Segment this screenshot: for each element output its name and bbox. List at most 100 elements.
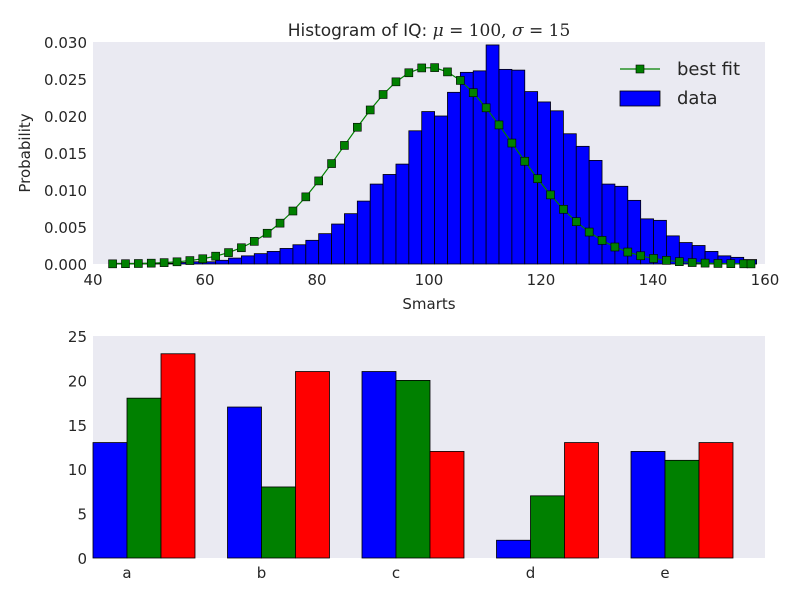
best-fit-marker [456, 76, 465, 85]
grouped-y-ticks: 0 5 10 15 20 25 [68, 328, 87, 568]
best-fit-curve [108, 63, 756, 269]
x-tick-label: 140 [639, 271, 668, 289]
y-tick-label: 0.025 [44, 71, 87, 89]
x-tick-label: 40 [83, 271, 102, 289]
histogram-legend: best fit data [619, 59, 740, 109]
x-tick-label: 80 [307, 271, 326, 289]
y-tick-label: 0.015 [44, 145, 87, 163]
best-fit-marker [262, 228, 272, 238]
histogram-x-axis-label: Smarts [402, 295, 455, 313]
best-fit-marker [533, 174, 542, 184]
grouped-bar [92, 442, 128, 559]
grouped-bar [530, 495, 565, 559]
histogram-title-prefix: Histogram of IQ: [288, 21, 433, 41]
grouped-bar [227, 406, 262, 559]
y-tick-label: 0.030 [44, 34, 87, 52]
best-fit-marker [185, 256, 195, 265]
grouped-bar [630, 451, 666, 559]
best-fit-marker [559, 204, 568, 214]
best-fit-marker [146, 258, 156, 268]
histogram-bar [331, 223, 345, 265]
best-fit-marker [314, 176, 323, 186]
best-fit-marker [700, 258, 710, 268]
best-fit-marker [327, 159, 336, 168]
best-fit-marker [159, 258, 169, 267]
x-tick-label: 60 [195, 271, 214, 289]
grouped-bar [261, 486, 296, 559]
best-fit-marker [237, 243, 246, 253]
best-fit-marker [675, 257, 684, 266]
best-fit-marker [275, 218, 285, 228]
best-fit-marker [443, 67, 452, 77]
histogram-title-mu: μ [433, 21, 444, 41]
best-fit-marker [404, 68, 414, 78]
histogram-bar [447, 91, 461, 265]
best-fit-marker [301, 192, 311, 202]
best-fit-marker [571, 217, 581, 226]
best-fit-marker [340, 141, 349, 150]
best-fit-marker [172, 257, 182, 267]
histogram-bar [279, 248, 294, 265]
best-fit-marker [610, 242, 620, 252]
y-tick-label: 0.000 [44, 256, 87, 274]
histogram-x-ticks: 40 60 80 100 120 140 160 [83, 271, 779, 289]
best-fit-marker [134, 259, 143, 268]
best-fit-marker [224, 248, 233, 257]
category-label: c [392, 564, 400, 582]
histogram-bar [356, 200, 371, 265]
grouped-bar [361, 371, 397, 559]
histogram-bar [408, 130, 423, 265]
grouped-bar [664, 459, 700, 559]
y-tick-label: 0.010 [44, 182, 87, 200]
y-tick-label: 20 [68, 372, 87, 390]
best-fit-marker [713, 259, 723, 268]
best-fit-marker [746, 259, 756, 269]
category-label: d [526, 564, 536, 582]
grouped-bar [126, 397, 162, 559]
x-tick-label: 160 [751, 271, 780, 289]
grouped-bar [698, 442, 734, 559]
grouped-bar [564, 442, 599, 559]
best-fit-marker [249, 237, 259, 246]
best-fit-marker [597, 236, 607, 245]
grouped-bar-chart: 0 5 10 15 20 25 a b c d e [68, 328, 765, 582]
best-fit-marker [649, 254, 658, 263]
histogram-title-sigma: σ [512, 21, 524, 41]
category-label: b [257, 564, 267, 582]
best-fit-marker [108, 259, 117, 269]
best-fit-marker [121, 259, 130, 269]
histogram-bar [292, 244, 307, 265]
best-fit-marker [636, 251, 645, 261]
y-tick-label: 0.020 [44, 108, 87, 126]
histogram-y-ticks: 0.000 0.005 0.010 0.015 0.020 0.025 0.030 [44, 34, 87, 274]
histogram-bar [485, 44, 500, 265]
histogram-bar [266, 251, 281, 265]
histogram-bar [344, 213, 358, 265]
best-fit-marker [211, 251, 220, 261]
histogram-bar [305, 239, 320, 265]
histogram-bar [421, 111, 436, 265]
histogram-bar [395, 163, 410, 265]
histogram-bar [511, 69, 526, 265]
x-tick-label: 120 [527, 271, 556, 289]
best-fit-marker [739, 259, 749, 269]
legend-line-marker [635, 64, 645, 74]
best-fit-marker [662, 256, 671, 265]
best-fit-marker [198, 254, 208, 264]
best-fit-marker [288, 206, 298, 216]
y-tick-label: 25 [68, 328, 87, 346]
y-tick-label: 0 [77, 550, 87, 568]
grouped-x-ticks: a b c d e [122, 564, 669, 582]
histogram-bar [240, 255, 255, 265]
grouped-bars [92, 353, 734, 559]
histogram-chart: 0.000 0.005 0.010 0.015 0.020 0.025 0.030 40 60… [16, 21, 779, 313]
y-tick-label: 0.005 [44, 219, 87, 237]
histogram-bar [601, 183, 616, 265]
best-fit-marker [520, 156, 530, 166]
category-label: a [122, 564, 131, 582]
histogram-bar [369, 183, 384, 265]
best-fit-marker [417, 63, 427, 73]
histogram-title-sigma-value: = 15 [524, 21, 571, 41]
histogram-bar [382, 174, 397, 265]
